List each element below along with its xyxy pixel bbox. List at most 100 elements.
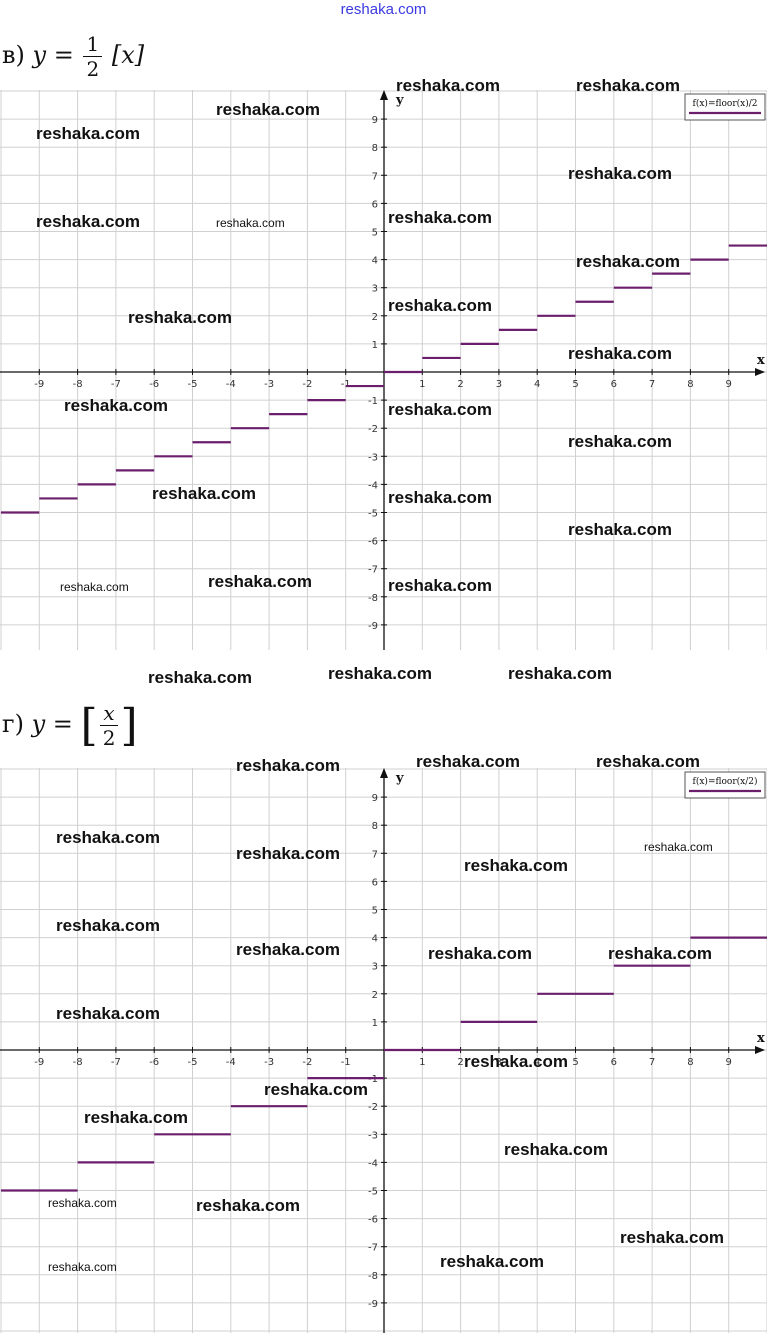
y-tick-label: -2 <box>368 424 378 435</box>
legend-label: f(x)=floor(x)/2 <box>693 98 758 109</box>
watermark-text: reshaka.com <box>56 916 160 935</box>
chart-2-label: г) <box>2 710 24 738</box>
y-tick-label: 6 <box>372 877 378 888</box>
x-tick-label: -2 <box>302 1057 312 1068</box>
watermark-text: reshaka.com <box>388 576 492 595</box>
watermark-text: reshaka.com <box>236 844 340 863</box>
y-tick-label: -3 <box>368 1130 378 1141</box>
chart-1-argument: [x] <box>111 41 145 69</box>
chart-2-denominator: 2 <box>102 726 116 750</box>
x-tick-label: 1 <box>419 1057 425 1068</box>
x-tick-label: 7 <box>649 1057 655 1068</box>
x-tick-label: 3 <box>496 1057 502 1068</box>
x-tick-label: 5 <box>572 379 578 390</box>
x-tick-label: -7 <box>111 1057 121 1068</box>
y-tick-label: -8 <box>368 1271 378 1282</box>
watermark-text: reshaka.com <box>504 1140 608 1159</box>
watermark-text: reshaka.com <box>84 1108 188 1127</box>
chart-1-label: в) <box>2 41 25 69</box>
y-tick-label: -5 <box>368 1187 378 1198</box>
x-tick-label: -9 <box>34 379 44 390</box>
watermark-text: reshaka.com <box>236 940 340 959</box>
legend-label: f(x)=floor(x/2) <box>693 776 758 787</box>
chart-1-lhs: y <box>32 41 47 69</box>
y-tick-label: 9 <box>372 793 378 804</box>
watermark-text: reshaka.com <box>508 664 612 683</box>
watermark-text: reshaka.com <box>596 752 700 771</box>
y-tick-label: 8 <box>372 143 378 154</box>
chart-1-heading: в) y = 1 2 [x] <box>2 32 145 81</box>
y-tick-label: -3 <box>368 452 378 463</box>
x-axis-arrow <box>755 368 765 376</box>
x-tick-label: -9 <box>34 1057 44 1068</box>
chart-1: x y -9 -8 -7 -6 -5 -4 -3 -2 -1 1 2 3 4 5 6 7 8 9 9 8 7 6 5 4 3 2 1 -1… <box>0 90 767 650</box>
watermark-text: reshaka.com <box>216 100 320 119</box>
y-tick-label: 8 <box>372 821 378 832</box>
y-axis-arrow <box>380 768 388 778</box>
y-tick-label: 4 <box>372 256 378 267</box>
y-tick-label: 1 <box>372 1018 378 1029</box>
x-tick-label: -4 <box>226 1057 236 1068</box>
y-tick-label: 7 <box>372 849 378 860</box>
watermark-text: reshaka.com <box>36 212 140 231</box>
legend: f(x)=floor(x)/2 <box>684 93 766 121</box>
x-tick-label: -3 <box>264 1057 274 1068</box>
watermark-text: reshaka.com <box>440 1252 544 1271</box>
x-tick-label: 6 <box>611 379 617 390</box>
watermark-text: reshaka.com <box>216 216 285 230</box>
y-tick-label: -7 <box>368 1243 378 1254</box>
x-axis-label: x <box>757 1031 765 1046</box>
y-tick-label: 2 <box>372 312 378 323</box>
watermark-text: reshaka.com <box>148 668 252 687</box>
y-tick-label: 6 <box>372 199 378 210</box>
x-tick-label: -5 <box>188 379 198 390</box>
watermark-text: reshaka.com <box>568 344 672 363</box>
watermark-text: reshaka.com <box>396 76 500 95</box>
y-tick-label: 9 <box>372 115 378 126</box>
x-tick-label: -6 <box>149 1057 159 1068</box>
x-tick-label: 3 <box>496 379 502 390</box>
watermark-text: reshaka.com <box>48 1260 117 1274</box>
y-tick-label: 3 <box>372 962 378 973</box>
site-link[interactable]: reshaka.com <box>340 1 427 18</box>
watermark-text: reshaka.com <box>236 756 340 775</box>
watermark-text: reshaka.com <box>56 828 160 847</box>
y-tick-label: 5 <box>372 906 378 917</box>
y-axis-label: y <box>395 771 404 786</box>
x-tick-label: 9 <box>726 379 732 390</box>
watermark-text: reshaka.com <box>264 1080 368 1099</box>
y-axis-label: y <box>395 93 404 108</box>
legend-box <box>684 93 766 121</box>
watermark-text: reshaka.com <box>64 396 168 415</box>
watermark-text: reshaka.com <box>428 944 532 963</box>
y-tick-label: -1 <box>368 1074 378 1085</box>
watermark-text: reshaka.com <box>328 664 432 683</box>
x-tick-label: -2 <box>302 379 312 390</box>
watermark-text: reshaka.com <box>464 856 568 875</box>
x-tick-label: -3 <box>264 379 274 390</box>
x-tick-label: -4 <box>226 379 236 390</box>
x-tick-label: 6 <box>611 1057 617 1068</box>
watermark-text: reshaka.com <box>208 572 312 591</box>
legend: f(x)=floor(x/2) <box>684 771 766 799</box>
chart-1-fraction: 1 2 <box>83 32 103 81</box>
watermark-text: reshaka.com <box>620 1228 724 1247</box>
y-tick-label: 3 <box>372 284 378 295</box>
chart-2-numerator: x <box>99 701 119 726</box>
x-tick-label: 9 <box>726 1057 732 1068</box>
x-tick-label: -8 <box>73 379 83 390</box>
x-tick-label: -5 <box>188 1057 198 1068</box>
chart-1-numerator: 1 <box>83 32 103 57</box>
legend-box <box>684 771 766 799</box>
watermark-text: reshaka.com <box>568 164 672 183</box>
x-tick-label: 1 <box>419 379 425 390</box>
x-axis-label: x <box>757 353 765 368</box>
watermark-text: reshaka.com <box>388 296 492 315</box>
watermark-text: reshaka.com <box>152 484 256 503</box>
y-tick-label: -4 <box>368 480 378 491</box>
y-tick-label: -1 <box>368 396 378 407</box>
y-tick-label: -8 <box>368 593 378 604</box>
watermark-text: reshaka.com <box>36 124 140 143</box>
y-tick-label: 1 <box>372 340 378 351</box>
watermark-text: reshaka.com <box>196 1196 300 1215</box>
